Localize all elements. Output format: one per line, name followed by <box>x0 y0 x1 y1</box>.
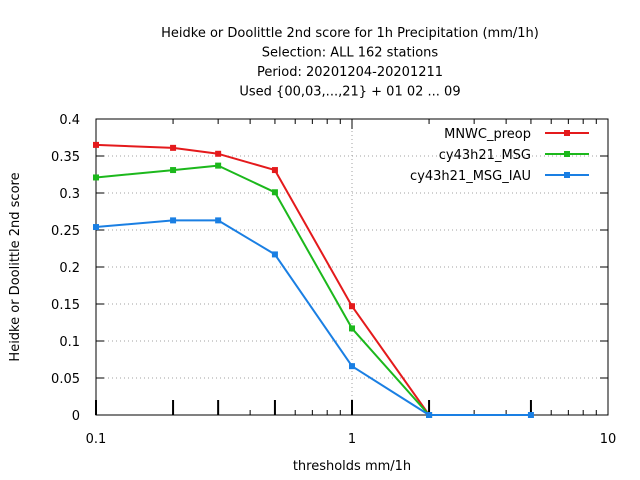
series-point-1 <box>271 189 278 196</box>
x-tick-label: 0.1 <box>86 432 107 447</box>
series-line-0 <box>95 143 430 416</box>
series-point-0 <box>349 303 355 310</box>
legend-label: MNWC_preop <box>444 127 531 142</box>
x-axis-label: thresholds mm/1h <box>293 459 411 474</box>
legend-swatch-point <box>564 130 570 136</box>
series-point-2 <box>93 224 99 231</box>
series-line-2 <box>95 219 531 416</box>
y-tick-labels: 0 0.05 0.1 0.15 0.2 0.25 0.3 0.35 0.4 <box>51 113 80 424</box>
y-tick-label: 0.25 <box>51 224 80 239</box>
series-point-2 <box>215 217 222 224</box>
legend-label: cy43h21_MSG_IAU <box>410 169 531 184</box>
title-line: Heidke or Doolittle 2nd score for 1h Pre… <box>161 26 539 41</box>
x-tick-label: 1 <box>348 432 356 447</box>
series-point-2 <box>170 217 177 224</box>
series-point-1 <box>349 325 355 332</box>
grid <box>96 119 608 415</box>
series-point-1 <box>170 167 177 174</box>
series-point-2 <box>271 251 278 258</box>
series-point-1 <box>215 162 222 169</box>
title-line: Selection: ALL 162 stations <box>262 46 439 61</box>
axis-ticks <box>95 118 609 416</box>
y-tick-label: 0.15 <box>51 298 80 313</box>
y-tick-label: 0 <box>72 409 80 424</box>
y-tick-label: 0.2 <box>59 261 80 276</box>
title-line: Used {00,03,...,21} + 01 02 ... 09 <box>239 85 460 100</box>
series-point-0 <box>271 167 278 174</box>
x-tick-labels: 0.1 1 10 <box>86 432 617 447</box>
series-point-2 <box>426 412 433 418</box>
series-point-2 <box>527 412 534 418</box>
y-tick-label: 0.4 <box>59 113 80 128</box>
legend-swatch-point <box>564 172 570 178</box>
y-tick-label: 0.3 <box>59 187 80 202</box>
series-point-0 <box>215 150 222 157</box>
series-point-2 <box>349 363 355 370</box>
title-line: Period: 20201204-20201211 <box>257 65 443 80</box>
series-line-1 <box>95 164 430 416</box>
y-tick-label: 0.35 <box>51 150 80 165</box>
legend: MNWC_preop cy43h21_MSG cy43h21_MSG_IAU <box>410 127 589 184</box>
y-axis-label: Heidke or Doolittle 2nd score <box>8 172 23 361</box>
y-tick-label: 0.1 <box>59 335 80 350</box>
y-tick-label: 0.05 <box>51 372 80 387</box>
series-point-1 <box>93 174 99 181</box>
legend-swatch-point <box>564 151 570 157</box>
series-point-0 <box>170 144 177 151</box>
legend-label: cy43h21_MSG <box>439 148 531 163</box>
x-tick-label: 10 <box>600 432 617 447</box>
chart-title: Heidke or Doolittle 2nd score for 1h Pre… <box>161 26 539 100</box>
series <box>93 141 534 418</box>
series-point-0 <box>93 141 99 148</box>
